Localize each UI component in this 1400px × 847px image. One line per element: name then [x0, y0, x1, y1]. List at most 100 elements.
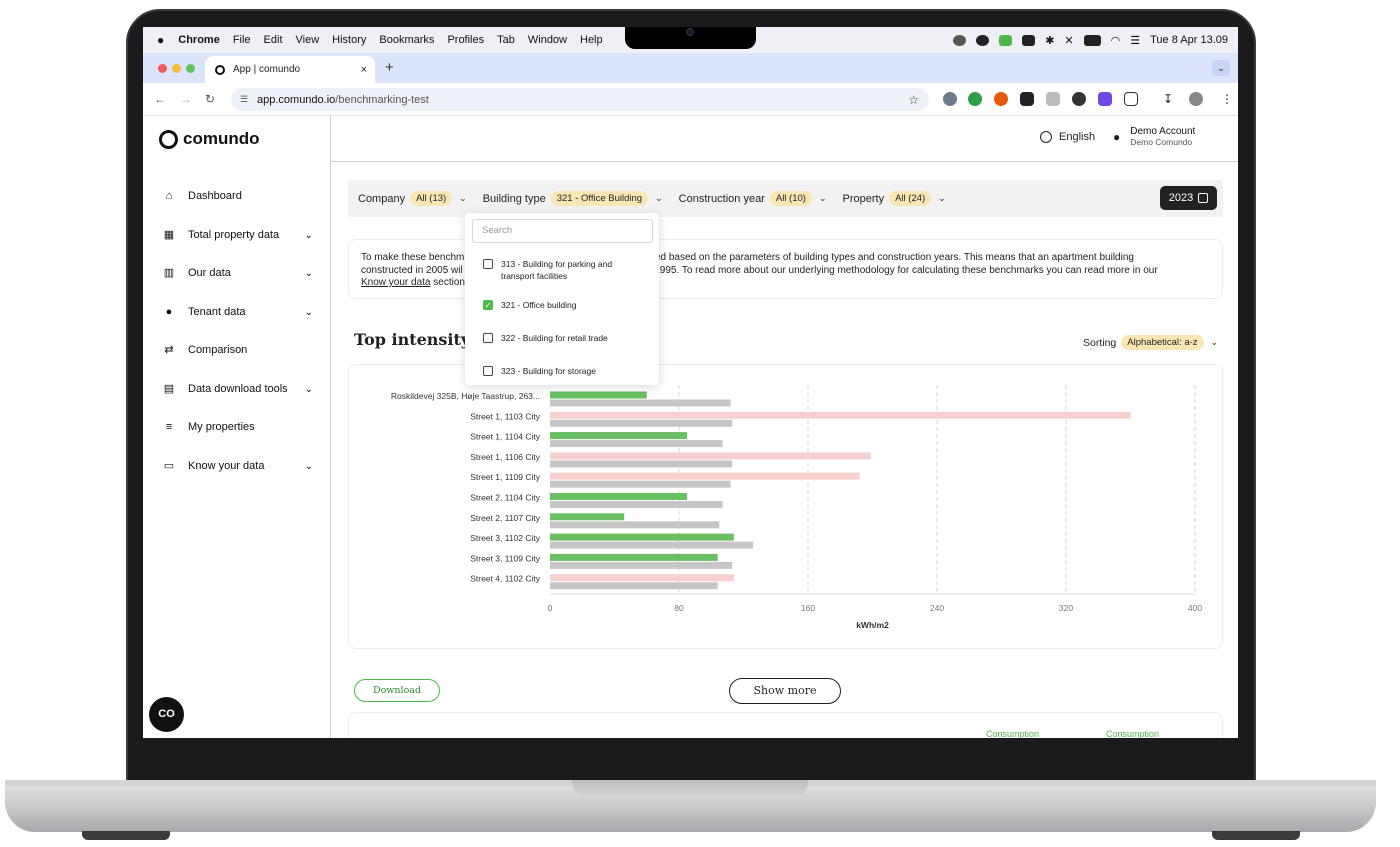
show-more-button[interactable]: Show more [729, 678, 841, 704]
grammarly-icon[interactable] [968, 92, 982, 106]
sidebar-item-label: My properties [188, 421, 255, 433]
filter-property[interactable]: Property All (24) ⌄ [843, 191, 946, 206]
tab-search-chevron-icon[interactable]: ⌄ [1212, 60, 1230, 76]
chevron-down-icon[interactable]: ⌄ [304, 229, 313, 241]
bar-benchmark [550, 541, 754, 549]
browser-tabbar: App | comundo × + ⌄ [143, 53, 1238, 83]
sidebar-item-4[interactable]: ⇄ Comparison [163, 340, 313, 360]
menu-profiles[interactable]: Profiles [447, 34, 485, 46]
bar-current [550, 472, 860, 480]
adblock-icon[interactable] [994, 92, 1008, 106]
dropdown-option-2[interactable]: 322 - Building for retail trade [483, 332, 608, 344]
chevron-down-icon: ⌄ [459, 193, 467, 203]
sidebar-item-7[interactable]: ▭ Know your data ⌄ [163, 456, 313, 476]
menu-history[interactable]: History [332, 34, 367, 46]
chat-bubble-icon[interactable] [976, 34, 990, 46]
x-axis-label: kWh/m2 [856, 620, 889, 630]
control-center-icon[interactable]: ☰ [1130, 34, 1141, 47]
address-bar[interactable]: ☰ app.comundo.io/benchmarking-test ☆ [231, 88, 929, 111]
year-picker-label: 2023 [1168, 192, 1194, 204]
option-label-line: 322 - Building for retail trade [501, 333, 608, 343]
menu-bookmarks[interactable]: Bookmarks [379, 34, 435, 46]
extension-v-icon[interactable] [1098, 92, 1112, 106]
close-window-icon[interactable] [158, 64, 167, 73]
know-your-data-link[interactable]: Know your data [361, 277, 431, 288]
filter-construction-year[interactable]: Construction year All (10) ⌄ [679, 191, 827, 206]
dropdown-option-1[interactable]: ✓ 321 - Office building [483, 299, 576, 311]
filter-company[interactable]: Company All (13) ⌄ [358, 191, 467, 206]
extension-1-icon[interactable] [943, 92, 957, 106]
menu-window[interactable]: Window [527, 34, 567, 46]
language-selector[interactable]: English [1040, 131, 1095, 143]
checkbox[interactable] [483, 259, 493, 269]
bluetooth-icon[interactable]: ✱ [1045, 34, 1055, 47]
dropdown-option-0[interactable]: 313 - Building for parking and transport … [483, 258, 612, 282]
sidebar-item-1[interactable]: ▦ Total property data ⌄ [163, 225, 313, 245]
bar-benchmark [550, 582, 718, 590]
comundo-logo[interactable]: comundo [159, 129, 260, 149]
chevron-down-icon[interactable]: ⌄ [304, 267, 313, 279]
battery-icon[interactable] [1083, 34, 1101, 46]
bar-benchmark [550, 561, 733, 569]
top-header: English ● Demo Account Demo Comundo [331, 116, 1238, 162]
extension-k-icon[interactable] [1046, 92, 1060, 106]
new-tab-button[interactable]: + [385, 59, 394, 76]
camera-notch [625, 27, 756, 49]
reload-icon[interactable]: ↻ [205, 92, 216, 106]
chat-support-button[interactable]: CO [149, 697, 184, 732]
account-menu[interactable]: ● Demo Account Demo Comundo [1113, 126, 1195, 147]
checkmark-app-icon[interactable] [999, 34, 1013, 46]
dropdown-search-input[interactable]: Search [472, 219, 653, 243]
sorting-selector[interactable]: Sorting Alphabetical: a-z ⌄ [1083, 335, 1218, 350]
mute-icon[interactable]: ✕ [1064, 34, 1074, 47]
sync-icon[interactable] [953, 34, 967, 46]
display-icon[interactable] [1022, 34, 1036, 46]
wifi-icon[interactable]: ◠ [1110, 34, 1121, 47]
menu-view[interactable]: View [295, 34, 320, 46]
chevron-down-icon[interactable]: ⌄ [304, 460, 313, 472]
section-title: Top intensity m [354, 330, 493, 349]
sidebar-item-6[interactable]: ≡ My properties [163, 417, 313, 437]
filter-building-type[interactable]: Building type 321 - Office Building ⌄ [483, 191, 663, 206]
logo-ring-icon [159, 129, 178, 149]
back-icon[interactable]: ← [154, 92, 166, 106]
sidebar-item-5[interactable]: ▤ Data download tools ⌄ [163, 379, 313, 399]
chart-card: 0 80 160 240 320 400 Roskildevej 325B, Høje Ta… [348, 364, 1223, 649]
category-label: Street 1, 1103 City [470, 411, 541, 421]
chevron-down-icon[interactable]: ⌄ [304, 306, 313, 318]
minimize-window-icon[interactable] [172, 64, 181, 73]
profile-avatar-icon[interactable] [1189, 92, 1203, 106]
menu-file[interactable]: File [232, 34, 251, 46]
extensions-puzzle-icon[interactable] [1124, 92, 1138, 106]
download-button[interactable]: Download [354, 679, 440, 702]
checkbox-checked[interactable]: ✓ [483, 300, 493, 310]
info-line-3: Know your data section [361, 277, 1210, 290]
menu-tab[interactable]: Tab [497, 34, 515, 46]
sidebar-item-label: Our data [188, 267, 231, 279]
site-settings-icon[interactable]: ☰ [240, 94, 249, 104]
apple-icon[interactable]: ● [157, 33, 165, 47]
x-tick-label: 320 [1059, 603, 1073, 613]
downloads-icon[interactable]: ↧ [1163, 92, 1174, 106]
sidebar-item-2[interactable]: ▥ Our data ⌄ [163, 263, 313, 283]
chevron-down-icon[interactable]: ⌄ [304, 383, 313, 395]
bookmark-star-icon[interactable]: ☆ [908, 92, 919, 107]
year-picker-button[interactable]: 2023 [1160, 186, 1217, 210]
clock[interactable]: Tue 8 Apr 13.09 [1150, 34, 1228, 46]
menu-help[interactable]: Help [580, 34, 603, 46]
checkbox[interactable] [483, 366, 493, 376]
menu-edit[interactable]: Edit [263, 34, 283, 46]
checkbox[interactable] [483, 333, 493, 343]
menu-app[interactable]: Chrome [178, 34, 220, 46]
maximize-window-icon[interactable] [186, 64, 195, 73]
font-extension-icon[interactable] [1020, 92, 1034, 106]
dropdown-option-3[interactable]: 323 - Building for storage [483, 365, 596, 377]
forward-icon[interactable]: → [180, 92, 192, 106]
chrome-menu-icon[interactable]: ⋮ [1221, 92, 1233, 106]
extension-disc-icon[interactable] [1072, 92, 1086, 106]
sidebar-item-3[interactable]: ● Tenant data ⌄ [163, 302, 313, 322]
tab-close-icon[interactable]: × [360, 63, 367, 76]
tab-app-comundo[interactable]: App | comundo × [205, 56, 375, 83]
chevron-down-icon: ⌄ [655, 193, 663, 203]
sidebar-item-0[interactable]: ⌂ Dashboard [163, 186, 313, 206]
